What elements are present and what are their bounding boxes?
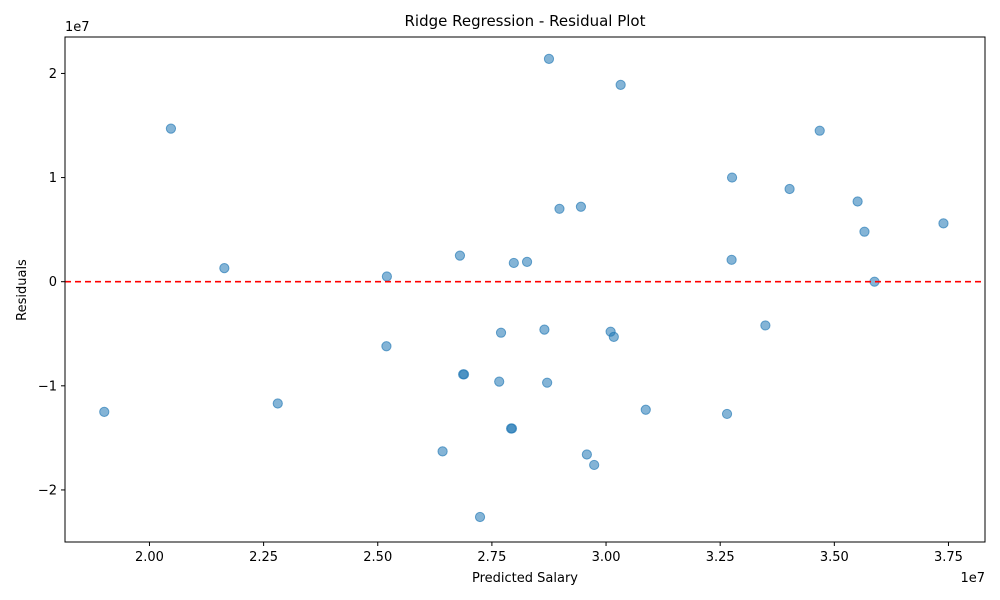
scatter-point [494, 376, 505, 387]
scatter-point [381, 341, 392, 352]
scatter-point [589, 459, 600, 471]
scatter-point [859, 226, 870, 237]
y-axis-label: Residuals [15, 259, 30, 321]
scatter-point [458, 369, 470, 380]
scatter-point [542, 377, 553, 388]
scatter-point [575, 201, 587, 212]
y-tick-label: 2 [49, 67, 57, 82]
scatter-point [474, 511, 486, 523]
scatter-point [219, 263, 230, 274]
scatter-point [726, 172, 738, 183]
scatter-point [272, 398, 283, 409]
scatter-point [381, 271, 392, 282]
x-axis-label: Predicted Salary [472, 571, 578, 586]
x-axis-ticks: 2.00 2.25 2.50 2.75 3.00 3.25 3.50 3.75 [135, 542, 963, 565]
x-tick-label: 3.75 [934, 550, 963, 565]
scatter-point [784, 183, 795, 195]
scatter-point [938, 218, 949, 229]
x-tick-label: 2.00 [135, 550, 164, 565]
x-tick-label: 3.25 [706, 550, 735, 565]
plot-frame [64, 36, 986, 543]
y-tick-label: 1 [49, 171, 57, 186]
scatter-point [454, 250, 466, 261]
scatter-points [99, 53, 949, 523]
y-offset-label: 1e7 [65, 20, 90, 35]
x-tick-label: 2.25 [249, 550, 278, 565]
x-tick-label: 2.75 [477, 550, 506, 565]
scatter-point [543, 53, 555, 64]
scatter-point [495, 327, 507, 338]
scatter-point [760, 320, 771, 331]
x-tick-label: 3.00 [592, 550, 621, 565]
y-tick-label: 0 [49, 275, 57, 290]
scatter-point [165, 123, 177, 134]
x-tick-label: 2.50 [363, 550, 392, 565]
scatter-point [99, 406, 110, 417]
y-tick-label: −1 [38, 379, 57, 394]
scatter-point [608, 331, 619, 342]
y-tick-label: −2 [38, 483, 57, 498]
scatter-point [852, 196, 863, 207]
scatter-point [554, 203, 565, 214]
y-axis-ticks: −2 −1 0 1 2 [38, 67, 65, 498]
scatter-point [521, 256, 533, 268]
chart-title: Ridge Regression - Residual Plot [404, 12, 645, 30]
scatter-point [539, 324, 550, 335]
x-tick-label: 3.50 [820, 550, 849, 565]
scatter-point [721, 408, 733, 420]
scatter-point [726, 254, 737, 265]
scatter-point [581, 449, 592, 460]
x-offset-label: 1e7 [960, 571, 985, 586]
scatter-point [640, 404, 651, 415]
scatter-point [814, 125, 825, 136]
scatter-point [437, 446, 448, 457]
scatter-point [508, 257, 519, 269]
scatter-point [615, 79, 626, 90]
scatter-point [506, 423, 518, 434]
